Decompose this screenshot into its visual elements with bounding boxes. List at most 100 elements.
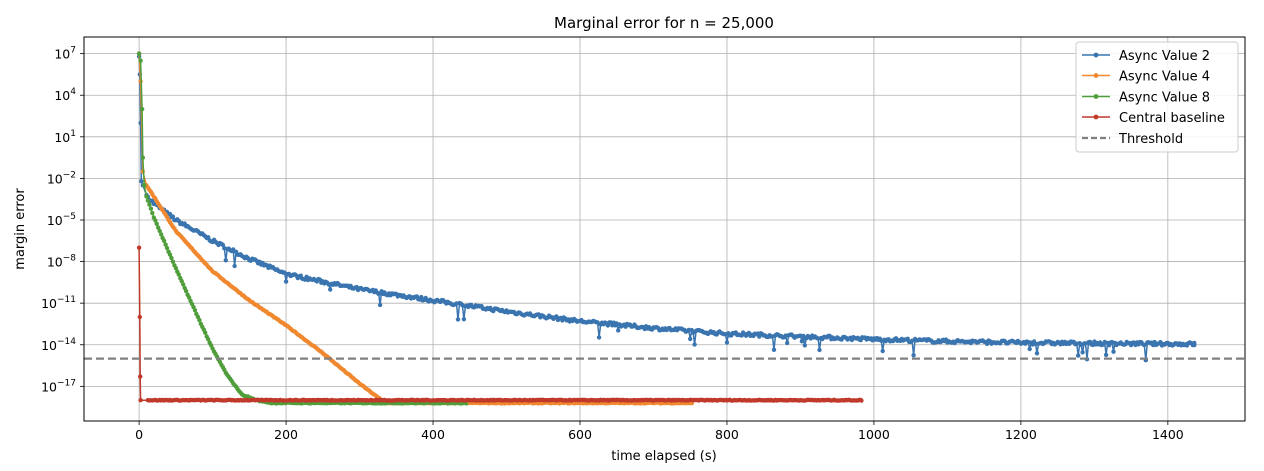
data-point-async-value-8 xyxy=(161,238,167,243)
data-point-async-value-8 xyxy=(208,343,214,348)
data-point-async-value-2 xyxy=(724,340,730,345)
data-point-async-value-8 xyxy=(145,198,151,203)
data-point-async-value-2 xyxy=(802,343,807,348)
data-point-async-value-8 xyxy=(186,295,192,300)
y-tick-exponent: 4 xyxy=(70,87,76,97)
data-point-async-value-2 xyxy=(455,317,461,322)
data-point-async-value-2 xyxy=(283,279,289,284)
data-point-async-value-8 xyxy=(176,272,181,277)
legend-label-central-baseline: Central baseline xyxy=(1119,111,1225,126)
y-tick-base: 10 xyxy=(41,296,57,311)
data-point-async-value-8 xyxy=(148,206,154,211)
y-tick-base: 10 xyxy=(54,88,70,103)
data-point-async-value-2 xyxy=(757,334,762,339)
data-point-async-value-2 xyxy=(461,317,467,322)
legend-entry-async-value-2: Async Value 2 xyxy=(1082,49,1210,64)
data-point-async-value-2 xyxy=(616,328,621,333)
data-point-async-value-8 xyxy=(163,242,168,247)
y-tick-exponent: −14 xyxy=(57,337,76,347)
data-point-async-value-2 xyxy=(596,335,602,340)
data-point-async-value-2 xyxy=(139,179,144,184)
data-point-async-value-2 xyxy=(1034,351,1040,356)
data-point-async-value-8 xyxy=(164,245,170,251)
data-point-async-value-2 xyxy=(419,294,424,300)
x-tick-label: 200 xyxy=(274,427,298,442)
data-point-async-value-8 xyxy=(170,259,176,264)
x-tick-label: 800 xyxy=(715,427,739,442)
axis-ticks: 0 200 400 600 800 1000 1200 140010710410110−210… xyxy=(41,46,1184,442)
data-point-async-value-8 xyxy=(181,282,186,287)
data-point-async-value-8 xyxy=(206,337,211,342)
x-axis-title: time elapsed (s) xyxy=(611,449,716,464)
series-async-value-2 xyxy=(136,54,1197,363)
legend-label-threshold: Threshold xyxy=(1118,132,1183,147)
data-point-async-value-2 xyxy=(1142,342,1147,348)
data-point-async-value-2 xyxy=(911,353,916,358)
plot-frame xyxy=(83,36,1246,422)
data-point-async-value-2 xyxy=(328,287,333,292)
data-point-central-baseline xyxy=(859,398,864,403)
data-point-async-value-8 xyxy=(169,255,174,261)
data-point-async-value-2 xyxy=(1027,346,1032,352)
y-tick-exponent: −8 xyxy=(63,254,77,264)
data-point-async-value-2 xyxy=(688,336,693,342)
data-point-async-value-2 xyxy=(1076,353,1081,358)
data-point-async-value-2 xyxy=(692,342,697,347)
data-point-async-value-8 xyxy=(156,225,161,230)
data-point-async-value-8 xyxy=(179,278,184,284)
data-point-async-value-8 xyxy=(203,330,208,335)
legend-label-async-value-4: Async Value 4 xyxy=(1119,70,1210,85)
legend-label-async-value-2: Async Value 2 xyxy=(1119,49,1210,64)
data-point-async-value-2 xyxy=(785,340,790,346)
data-point-async-value-8 xyxy=(159,232,164,237)
chart-title: Marginal error for n = 25,000 xyxy=(554,14,774,32)
data-point-async-value-8 xyxy=(183,288,189,294)
legend-marker-async-value-4 xyxy=(1093,73,1099,78)
y-tick-label: 101 xyxy=(54,129,76,145)
y-tick-exponent: −17 xyxy=(57,378,76,388)
y-tick-label: 10−2 xyxy=(47,170,76,186)
data-point-async-value-2 xyxy=(1080,350,1085,355)
x-tick-label: 1200 xyxy=(1005,427,1037,442)
data-point-async-value-2 xyxy=(880,348,885,354)
data-point-async-value-8 xyxy=(192,308,198,313)
x-tick-label: 1400 xyxy=(1152,427,1184,442)
y-tick-label: 10−14 xyxy=(41,337,76,353)
data-point-async-value-2 xyxy=(1111,349,1116,354)
y-tick-base: 10 xyxy=(47,255,63,270)
data-point-async-value-2 xyxy=(799,339,805,344)
data-point-async-value-8 xyxy=(139,106,145,112)
data-point-async-value-8 xyxy=(197,317,202,323)
y-tick-label: 104 xyxy=(54,87,76,103)
legend-entry-central-baseline: Central baseline xyxy=(1082,111,1225,126)
y-tick-base: 10 xyxy=(41,379,57,394)
y-tick-base: 10 xyxy=(54,130,70,145)
legend: Async Value 2 Async Value 4 Async Value … xyxy=(1075,41,1239,153)
data-point-async-value-8 xyxy=(153,218,158,223)
data-point-central-baseline xyxy=(138,374,143,379)
data-point-async-value-2 xyxy=(1192,340,1197,346)
data-point-async-value-8 xyxy=(150,210,155,216)
data-point-async-value-2 xyxy=(1103,352,1109,358)
y-tick-exponent: 7 xyxy=(70,46,76,56)
legend-marker-async-value-8 xyxy=(1093,94,1099,99)
data-point-central-baseline xyxy=(138,398,143,403)
data-point-async-value-8 xyxy=(154,221,159,226)
data-point-async-value-2 xyxy=(377,302,383,308)
data-point-async-value-8 xyxy=(144,194,149,199)
series-central-baseline xyxy=(136,245,864,403)
data-point-central-baseline xyxy=(137,314,142,320)
gridlines xyxy=(84,37,1245,421)
legend-marker-central-baseline xyxy=(1093,114,1099,120)
x-tick-label: 400 xyxy=(421,427,445,442)
y-tick-label: 107 xyxy=(54,46,76,62)
y-tick-exponent: 1 xyxy=(70,129,76,139)
data-point-async-value-2 xyxy=(223,258,228,263)
x-tick-label: 600 xyxy=(568,427,592,442)
data-point-async-value-8 xyxy=(173,266,179,271)
y-tick-exponent: −2 xyxy=(63,170,76,180)
y-tick-label: 10−17 xyxy=(41,378,76,394)
y-tick-label: 10−8 xyxy=(47,254,76,270)
y-tick-base: 10 xyxy=(54,47,70,62)
